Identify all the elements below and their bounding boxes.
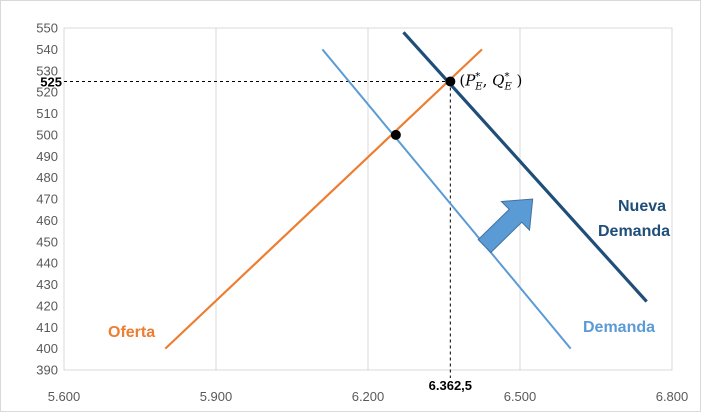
x-tick-label: 6.800 (656, 389, 689, 404)
x-tick-label: 5.900 (200, 389, 233, 404)
y-tick-label: 550 (36, 21, 58, 36)
y-tick-label: 530 (36, 63, 58, 78)
y-tick-label: 430 (36, 277, 58, 292)
x-tick-label: 6.500 (504, 389, 537, 404)
equilibrium-label-part: * (475, 71, 480, 82)
y-tick-label: 500 (36, 127, 58, 142)
y-tick-label: 540 (36, 42, 58, 57)
equilibrium-point-new (445, 76, 456, 87)
equilibrium-label-part: ( (459, 71, 465, 89)
y-tick-label: 480 (36, 170, 58, 185)
equilibrium-label-part: Q (492, 71, 504, 89)
y-tick-label: 490 (36, 149, 58, 164)
equilibrium-label-part: E (503, 81, 512, 92)
series-oferta-line (164, 48, 483, 350)
y-tick-label: 410 (36, 320, 58, 335)
series-demanda-line (321, 48, 572, 350)
series-label-oferta: Oferta (108, 324, 155, 341)
guide-y-label: 525 (40, 74, 62, 89)
series-label-nueva-demanda-line1: Nueva (618, 198, 666, 215)
shift-arrow-icon (477, 198, 534, 254)
y-tick-label: 420 (36, 298, 58, 313)
series-label-demanda: Demanda (583, 319, 655, 336)
y-tick-label: 470 (36, 192, 58, 207)
x-tick-label: 6.200 (352, 389, 385, 404)
y-tick-label: 510 (36, 106, 58, 121)
equilibrium-point-initial (390, 129, 401, 140)
equilibrium-label-part: ) (512, 71, 523, 89)
equilibrium-label-part: E (474, 81, 483, 92)
y-tick-label: 390 (36, 363, 58, 378)
guide-x-label: 6.362,5 (429, 378, 472, 393)
equilibrium-label: (P* E, Q* E ) (459, 71, 522, 92)
equilibrium-label-part: * (504, 71, 509, 82)
series-label-nueva-demanda-line2: Demanda (598, 223, 670, 240)
y-tick-label: 440 (36, 256, 58, 271)
series-nueva-demanda-line (402, 31, 648, 303)
equilibrium-label-part: P (464, 71, 476, 89)
equilibrium-label-part: , (483, 71, 493, 89)
x-tick-label: 5.600 (48, 389, 81, 404)
y-tick-label: 450 (36, 234, 58, 249)
y-tick-label: 520 (36, 85, 58, 100)
plot-area (63, 27, 673, 371)
y-tick-label: 400 (36, 341, 58, 356)
y-tick-label: 460 (36, 213, 58, 228)
